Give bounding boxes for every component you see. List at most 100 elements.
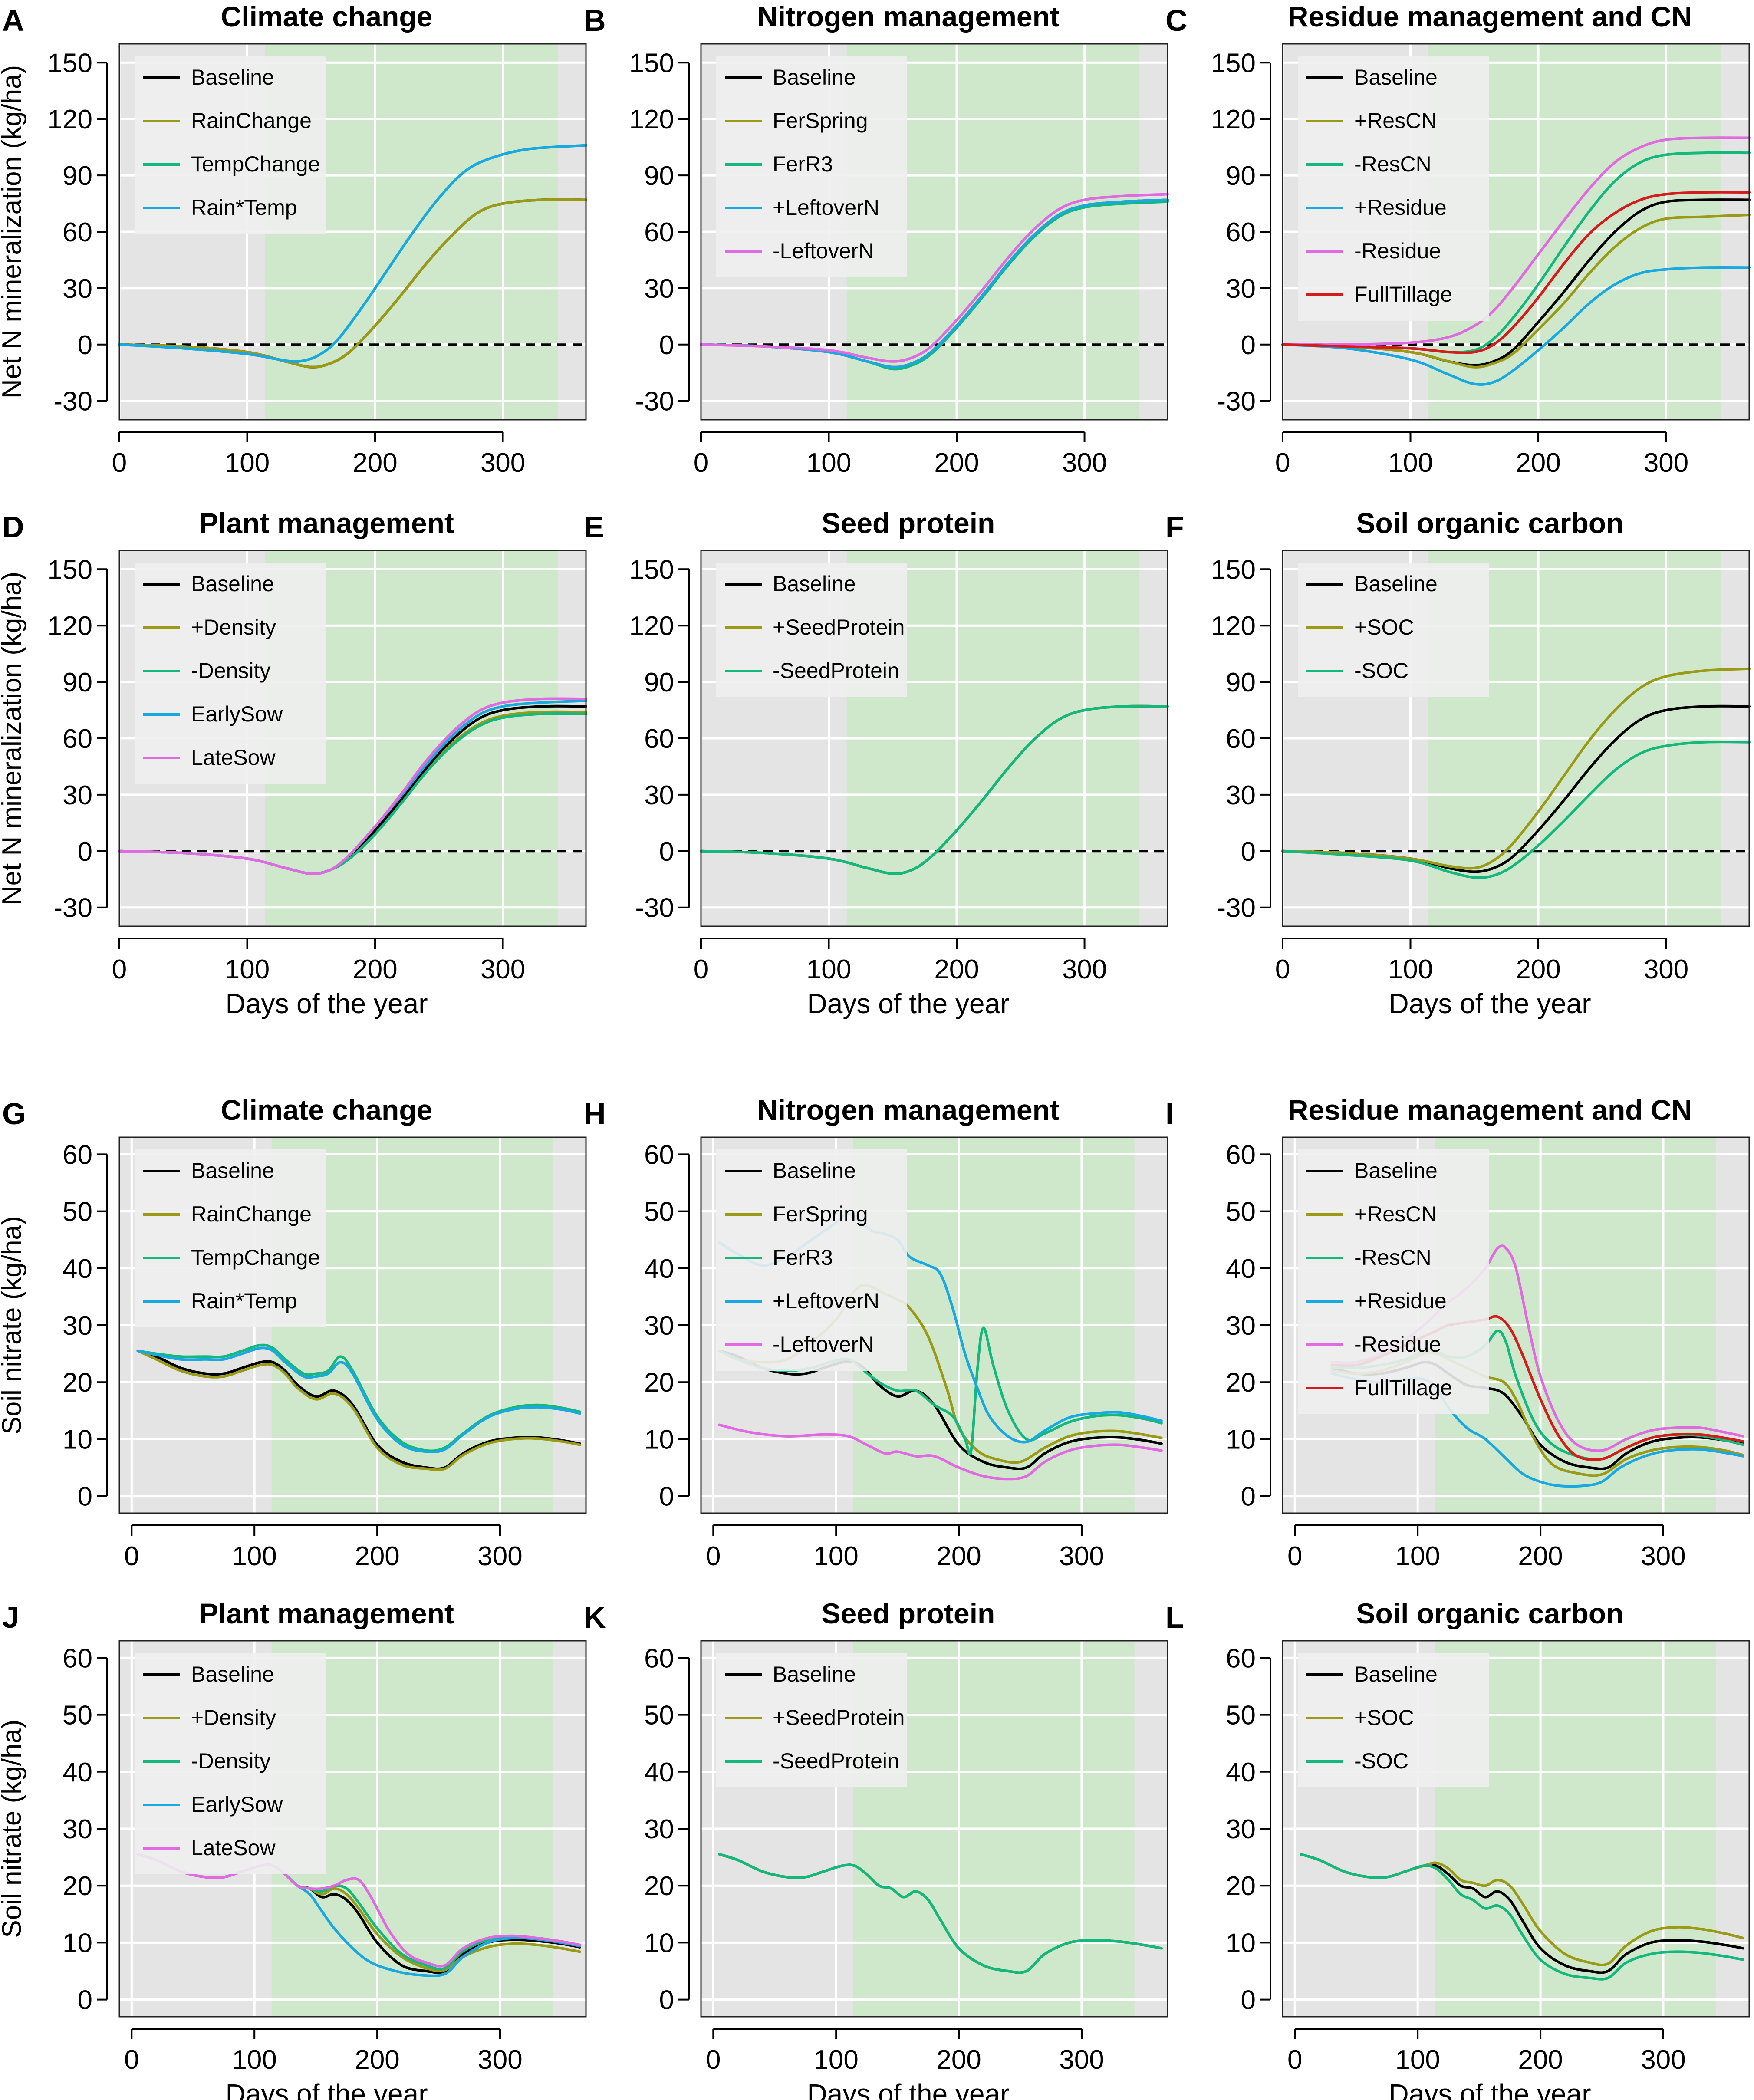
y-tick-label: 20 xyxy=(1226,1368,1256,1398)
legend-label: Baseline xyxy=(1354,572,1438,596)
x-tick-label: 200 xyxy=(352,448,397,478)
x-tick-label: 300 xyxy=(480,955,525,984)
panel-h: Baseline FerSpring FerR3 +LeftoverN -Leftove… xyxy=(584,1094,1168,1571)
panel-letter: B xyxy=(584,3,606,37)
legend-label: +SOC xyxy=(1354,615,1414,639)
panel-c: Baseline +ResCN -ResCN +Residue -Residue Full… xyxy=(1165,0,1751,478)
y-tick-label: 0 xyxy=(659,837,674,867)
x-tick-label: 100 xyxy=(232,2045,276,2075)
plot-frame xyxy=(1282,550,1750,927)
legend-label: LateSow xyxy=(191,745,276,770)
y-tick-label: 10 xyxy=(644,1928,674,1958)
y-tick-label: 120 xyxy=(48,611,92,641)
y-tick-label: 10 xyxy=(1226,1928,1256,1958)
legend-box xyxy=(1298,1149,1489,1414)
y-tick-label: 0 xyxy=(1241,330,1256,360)
plot-frame xyxy=(700,550,1168,927)
y-tick-label: -30 xyxy=(1217,893,1256,923)
y-tick-label: 10 xyxy=(63,1928,92,1958)
series-line--SOC xyxy=(1281,741,1751,879)
series-line--SeedProtein xyxy=(718,1853,1163,1974)
y-tick-label: 0 xyxy=(1241,1482,1256,1512)
panel-b: Baseline FerSpring FerR3 +LeftoverN -Leftove… xyxy=(584,0,1169,478)
legend-label: Baseline xyxy=(773,1159,856,1183)
legend-label: Baseline xyxy=(191,65,274,89)
plot-frame xyxy=(118,550,587,927)
panel-i: Baseline +ResCN -ResCN +Residue -Residue Full… xyxy=(1165,1094,1750,1571)
legend-label: +SOC xyxy=(1354,1705,1414,1730)
y-tick-label: 60 xyxy=(644,1643,674,1673)
y-tick-label: 150 xyxy=(629,555,674,585)
legend-label: -SeedProtein xyxy=(773,658,899,683)
y-tick-label: 20 xyxy=(63,1871,92,1901)
y-tick-label: 0 xyxy=(1241,837,1256,867)
panel-title: Soil organic carbon xyxy=(1356,507,1623,539)
y-tick-label: 40 xyxy=(1226,1254,1256,1284)
series-line-+Residue xyxy=(1281,266,1751,386)
panel-title: Climate change xyxy=(221,1094,433,1126)
y-tick-label: 0 xyxy=(78,837,92,867)
panel-e: Baseline +SeedProtein -SeedProtein 0 100 200 3… xyxy=(584,507,1169,1019)
x-tick-label: 200 xyxy=(936,1541,981,1571)
panel-letter: G xyxy=(2,1097,26,1131)
x-tick-label: 200 xyxy=(1518,2045,1563,2075)
legend-label: Baseline xyxy=(773,65,856,89)
x-tick-label: 0 xyxy=(1287,2045,1302,2075)
legend-label: Baseline xyxy=(1354,65,1438,89)
y-axis-title: Soil nitrate (kg/ha) xyxy=(0,1719,27,1938)
y-tick-label: 20 xyxy=(1226,1871,1256,1901)
x-tick-label: 300 xyxy=(1641,1541,1685,1571)
legend-label: -LeftoverN xyxy=(773,1332,874,1356)
x-tick-label: 100 xyxy=(1395,2045,1440,2075)
legend-label: LateSow xyxy=(191,1836,276,1860)
panel-title: Seed protein xyxy=(822,1597,995,1629)
series-line-Rain*Temp xyxy=(118,144,587,363)
y-tick-label: 0 xyxy=(78,1482,92,1512)
panel-letter: I xyxy=(1165,1097,1174,1131)
x-tick-label: 0 xyxy=(1275,448,1290,478)
panel-title: Climate change xyxy=(221,0,433,33)
y-tick-label: 90 xyxy=(63,668,92,698)
x-tick-label: 200 xyxy=(1518,1541,1563,1571)
series-line-+LeftoverN xyxy=(700,198,1169,369)
y-axis-title: Net N mineralization (kg/ha) xyxy=(0,65,27,398)
plot-frame xyxy=(700,1136,1168,1514)
y-tick-label: 40 xyxy=(1226,1758,1256,1787)
legend-label: Rain*Temp xyxy=(191,1289,297,1313)
x-axis-title: Days of the year xyxy=(1389,988,1591,1019)
x-tick-label: 200 xyxy=(934,448,979,478)
legend-label: -Residue xyxy=(1354,1332,1441,1356)
legend-label: -ResCN xyxy=(1354,1245,1432,1270)
x-tick-label: 300 xyxy=(1062,955,1107,984)
x-tick-label: 100 xyxy=(1388,448,1433,478)
panel-j: Baseline +Density -Density EarlySow LateSow 0… xyxy=(0,1597,587,2100)
y-tick-label: 40 xyxy=(644,1254,674,1284)
panel-letter: H xyxy=(584,1097,606,1131)
panel-title: Nitrogen management xyxy=(757,0,1060,33)
legend-label: +SeedProtein xyxy=(773,1705,905,1730)
y-tick-label: 50 xyxy=(644,1701,674,1731)
y-tick-label: 60 xyxy=(644,217,674,247)
x-tick-label: 0 xyxy=(1275,955,1290,984)
x-tick-label: 0 xyxy=(706,1541,721,1571)
series-line--Residue xyxy=(1281,136,1751,346)
x-tick-label: 300 xyxy=(480,448,525,478)
x-tick-label: 0 xyxy=(112,448,127,478)
x-tick-label: 0 xyxy=(694,448,708,478)
x-tick-label: 100 xyxy=(1395,1541,1440,1571)
x-tick-label: 100 xyxy=(1388,955,1433,984)
y-tick-label: 60 xyxy=(1226,1643,1256,1673)
x-tick-label: 300 xyxy=(1059,2045,1104,2075)
panel-letter: K xyxy=(584,1600,606,1634)
plot-frame xyxy=(118,43,587,421)
y-tick-label: 50 xyxy=(63,1197,92,1227)
legend-label: Baseline xyxy=(773,572,856,596)
y-tick-label: -30 xyxy=(53,387,92,417)
x-axis-title: Days of the year xyxy=(807,2078,1010,2100)
y-tick-label: 30 xyxy=(1226,274,1256,304)
y-tick-label: 120 xyxy=(1211,105,1256,135)
legend-label: +Density xyxy=(191,615,276,639)
legend-label: RainChange xyxy=(191,1202,312,1226)
y-tick-label: 20 xyxy=(63,1368,92,1398)
x-tick-label: 300 xyxy=(477,1541,522,1571)
